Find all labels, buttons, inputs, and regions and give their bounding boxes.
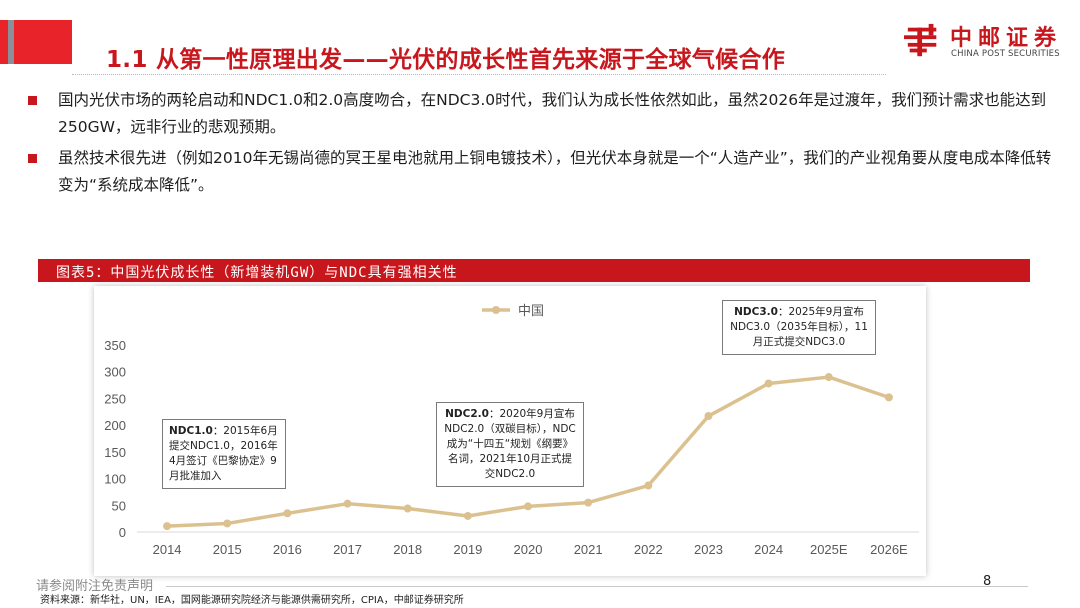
annotation-head: NDC2.0 [445,408,489,420]
figure-title: 图表5：中国光伏成长性（新增装机GW）与NDC具有强相关性 [56,265,458,281]
annotation-body: ：2020年9月宣布NDC2.0（双碳目标），NDC成为“十四五“规划《纲要》名… [444,408,576,480]
legend-label: 中国 [518,304,544,319]
y-tick-label: 0 [119,525,126,540]
bullet-text: 虽然技术很先进（例如2010年无锡尚德的冥王星电池就用上铜电镀技术），但光伏本身… [58,149,1052,194]
annotation-head: NDC3.0 [734,306,778,318]
company-logo: 中邮证券 CHINA POST SECURITIES [900,18,1072,64]
data-point [283,509,292,518]
bullet-list: 国内光伏市场的两轮启动和NDC1.0和2.0高度吻合，在NDC3.0时代，我们认… [24,87,1064,203]
logo-english-name: CHINA POST SECURITIES [951,49,1060,59]
annotation-ndc3: NDC3.0：2025年9月宣布NDC3.0（2035年目标），11月正式提交N… [722,300,876,355]
data-point [463,511,472,520]
y-tick-label: 100 [104,472,126,487]
x-tick-label: 2023 [694,542,723,557]
y-tick-label: 200 [104,418,126,433]
bullet-marker [28,96,37,105]
bullet-text: 国内光伏市场的两轮启动和NDC1.0和2.0高度吻合，在NDC3.0时代，我们认… [58,91,1047,136]
annotation-ndc1: NDC1.0：2015年6月提交NDC1.0，2016年4月签订《巴黎协定》9月… [162,419,286,489]
corner-stripe [8,20,14,64]
china-post-logo-icon [904,23,937,57]
y-tick-label: 350 [104,338,126,353]
x-tick-label: 2019 [453,542,482,557]
data-point [524,502,532,511]
page-number: 8 [983,574,992,589]
data-point [403,504,412,513]
data-point [343,499,352,508]
x-tick-label: 2017 [333,542,362,557]
data-point [223,519,232,528]
y-tick-label: 150 [104,445,126,460]
data-point [764,379,773,388]
x-tick-label: 2016 [273,542,302,557]
title-divider [72,74,886,76]
data-point [884,393,893,402]
x-tick-label: 2021 [574,542,603,557]
line-chart: 0 50 100 150 200 250 300 350 2014 2015 2016 2017 201… [104,304,919,557]
bullet-marker [28,154,37,163]
x-tick-label: 2020 [514,542,543,557]
data-point [824,373,833,382]
bullet-item: 国内光伏市场的两轮启动和NDC1.0和2.0高度吻合，在NDC3.0时代，我们认… [24,87,1064,141]
x-tick-label: 2026E [870,542,908,557]
data-point [704,412,713,421]
x-tick-label: 2014 [153,542,182,557]
figure-title-bar: 图表5：中国光伏成长性（新增装机GW）与NDC具有强相关性 [38,259,1030,282]
disclaimer: 请参阅附注免责声明 [36,579,154,594]
annotation-ndc2: NDC2.0：2020年9月宣布NDC2.0（双碳目标），NDC成为“十四五“规… [436,402,584,487]
y-tick-label: 50 [112,498,126,513]
source-note: 资料来源：新华社，UN，IEA，国网能源研究院经济与能源供需研究所，CPIA，中… [40,595,464,606]
footer-divider [166,586,1028,587]
logo-chinese-name: 中邮证券 [950,26,1063,51]
annotation-body: ：2025年9月宣布NDC3.0（2035年目标），11月正式提交NDC3.0 [730,306,868,348]
data-point [163,522,172,531]
annotation-body: ：2015年6月提交NDC1.0，2016年4月签订《巴黎协定》9月批准加入 [169,425,278,482]
x-tick-label: 2022 [634,542,663,557]
x-tick-label: 2015 [213,542,242,557]
bullet-item: 虽然技术很先进（例如2010年无锡尚德的冥王星电池就用上铜电镀技术），但光伏本身… [24,145,1064,199]
y-tick-label: 300 [104,365,126,380]
x-tick-label: 2025E [810,542,848,557]
page-title: 1.1 从第一性原理出发——光伏的成长性首先来源于全球气候合作 [106,47,786,73]
y-tick-label: 250 [104,391,126,406]
x-tick-label: 2024 [754,542,783,557]
data-point [584,498,593,507]
data-point [644,481,653,490]
chart-panel: 0 50 100 150 200 250 300 350 2014 2015 2016 2017 201… [94,286,926,576]
legend-marker [492,306,500,314]
x-tick-label: 2018 [393,542,422,557]
annotation-head: NDC1.0 [169,425,213,437]
